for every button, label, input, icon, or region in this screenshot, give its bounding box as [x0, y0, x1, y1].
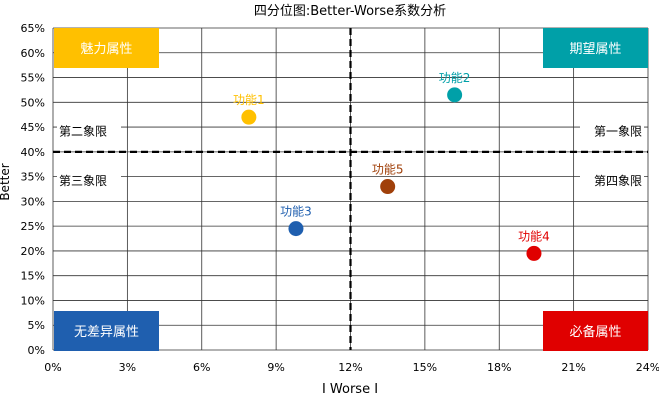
- y-tick-label: 10%: [21, 294, 45, 307]
- y-tick-label: 30%: [21, 195, 45, 208]
- quadrant-label-bg: [580, 122, 644, 140]
- y-tick-label: 45%: [21, 121, 45, 134]
- y-tick-label: 50%: [21, 96, 45, 109]
- y-tick-label: 35%: [21, 171, 45, 184]
- x-tick-label: 21%: [561, 361, 585, 374]
- axis-ticks: 0% 5% 10% 15% 20% 25% 30% 35% 40% 45% 50% 55% 60% 65%…: [21, 22, 659, 374]
- quadrant-label-upper-right: 第一象限: [594, 125, 642, 139]
- quadrant-label-lower-left: 第三象限: [59, 174, 107, 188]
- corner-box-label: 魅力属性: [80, 42, 132, 57]
- y-tick-label: 25%: [21, 220, 45, 233]
- x-tick-label: 12%: [338, 361, 362, 374]
- quadrant-dividers: [53, 28, 648, 350]
- y-tick-label: 0%: [28, 344, 45, 357]
- x-tick-label: 0%: [44, 361, 61, 374]
- corner-box-label: 无差异属性: [74, 325, 139, 340]
- y-tick-label: 5%: [28, 319, 45, 332]
- data-point-label: 功能5: [372, 163, 404, 177]
- quadrant-label-bg: [57, 122, 121, 140]
- quadrant-label-lower-right: 第四象限: [594, 174, 642, 188]
- y-tick-label: 40%: [21, 146, 45, 159]
- x-tick-label: 18%: [487, 361, 511, 374]
- x-tick-label: 15%: [413, 361, 437, 374]
- data-point-label: 功能1: [233, 93, 265, 107]
- corner-box-label: 期望属性: [569, 41, 621, 57]
- corner-box-top-left: [54, 28, 159, 68]
- data-point-label: 功能3: [280, 205, 312, 219]
- y-axis-label: Better: [0, 163, 12, 200]
- x-tick-label: 9%: [267, 361, 284, 374]
- data-point: [380, 179, 396, 195]
- quadrant-label-upper-left: 第二象限: [59, 125, 107, 139]
- quadrant-label-bg: [580, 172, 644, 190]
- corner-box-bottom-right: [543, 311, 648, 351]
- x-tick-label: 24%: [636, 361, 659, 374]
- y-tick-label: 55%: [21, 72, 45, 85]
- y-tick-label: 65%: [21, 22, 45, 35]
- y-tick-label: 60%: [21, 47, 45, 60]
- corner-box-bottom-left: [54, 311, 159, 351]
- chart-title: 四分位图:Better-Worse系数分析: [254, 4, 446, 19]
- data-point: [447, 87, 463, 103]
- x-axis-label: I Worse I: [322, 382, 378, 397]
- data-point: [241, 109, 257, 125]
- y-tick-label: 15%: [21, 270, 45, 283]
- data-point: [526, 245, 542, 261]
- corner-box-label: 必备属性: [569, 324, 621, 340]
- data-point-label: 功能4: [518, 229, 550, 243]
- quadrant-label-bg: [57, 172, 121, 190]
- data-point-label: 功能2: [439, 71, 471, 85]
- x-tick-label: 6%: [193, 361, 210, 374]
- y-tick-label: 20%: [21, 245, 45, 258]
- data-points: 功能1 功能2 功能3 功能4 功能5: [233, 71, 550, 261]
- x-tick-label: 3%: [119, 361, 136, 374]
- data-point: [288, 221, 304, 237]
- corner-box-top-right: [543, 28, 648, 68]
